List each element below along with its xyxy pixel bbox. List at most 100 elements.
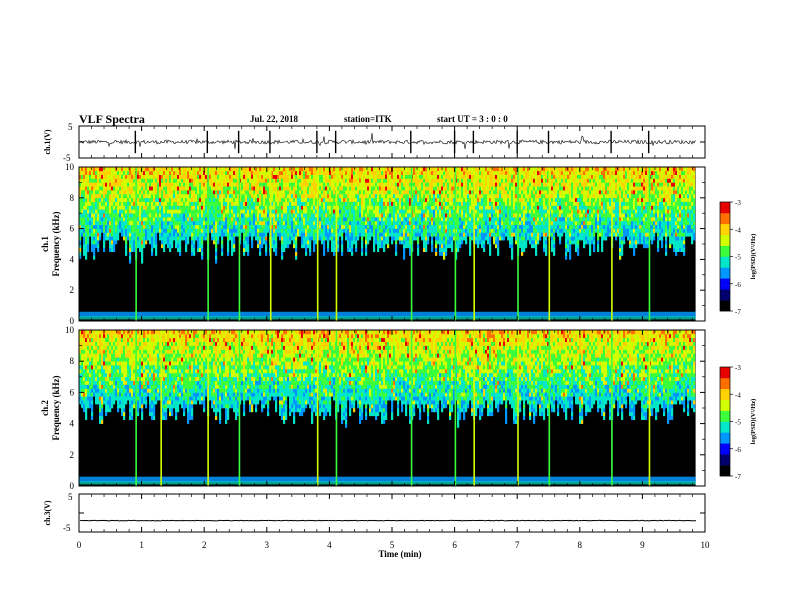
ch1-spec-cell [125,186,128,191]
ch1-spec-cell [371,178,374,183]
ch1-spec-cell [167,182,170,187]
ch1-spec-cell [131,182,134,187]
ch1-spec-cell [353,197,356,202]
ch1-spec-cell [271,167,274,172]
ch1-spec-cell [349,236,352,241]
ch1-spec-cell [391,240,394,245]
ch1-spec-cell [109,220,112,226]
ch1-spec-cell [375,224,378,229]
ch1-spec-cell [245,201,248,206]
ch1-spec-cell [217,167,220,172]
ch1-spec-cell [167,224,170,229]
ch1-spec-cell [295,224,298,229]
ch1-spec-cell [313,197,316,202]
ch1-spec-cell [151,228,154,233]
ch1-spec-cell [393,182,396,187]
ch1-spec-cell [301,170,304,175]
ch1-spec-cell [287,228,290,233]
ch1-spec-cell [387,186,390,191]
ch1-spec-cell [281,167,284,172]
ch1-spec-cell [365,201,368,206]
ch1-spec-cell [159,174,162,179]
ch1-spec-cell [509,224,512,229]
ch1-spec-cell [293,232,296,237]
ch1-spec-cell [361,251,364,256]
ch1-spec-cell [165,224,168,229]
ch1-spec-cell [237,209,240,214]
ch1-spec-cell [459,190,462,195]
ch1-spec-cell [515,197,518,202]
ch1-spec-cell [421,178,424,183]
ch1-spec-cell [147,217,150,222]
ch1-spec-cell [435,174,438,179]
ch1-spec-cell [137,178,140,183]
ch1-spec-cell [203,186,206,191]
ch1-spec-cell [181,197,184,202]
ch1-spec-cell [515,193,518,199]
ch1-spec-cell [267,178,270,183]
ch1-spec-cell [215,205,218,210]
ch1-spec-cell [341,228,344,233]
ch1-spec-cell [543,228,546,233]
ch1-spec-cell [143,178,146,183]
ch1-spec-cell [331,220,334,226]
ch1-spec-cell [219,178,222,183]
ch1-spec-cell [439,205,442,210]
ch1-spec-cell [93,228,96,233]
ch1-spec-cell [91,244,94,249]
ch1-spec-cell [147,209,150,214]
ch1-spec-cell [229,236,232,241]
ch1-spec-cell [87,232,90,237]
ch1-spec-cell [145,167,148,172]
ch1-spec-cell [333,240,336,245]
ch1-spec-cell [121,205,124,210]
ch1-spec-cell [421,213,424,218]
ch1-spec-cell [363,170,366,175]
ch1-spec-cell [481,213,484,218]
ch1-spec-cell [279,170,282,175]
ch1-spec-cell [265,170,268,175]
ch1-spec-cell [141,220,144,226]
ch1-spec-cell [119,205,122,210]
ch1-spec-cell [497,182,500,187]
ch1-spec-cell [401,224,404,229]
ch1-spec-cell [271,201,274,206]
ch1-spec-cell [339,205,342,210]
ch1-spec-cell [167,205,170,210]
ch1-spec-cell [253,182,256,187]
ch1-spec-cell [501,190,504,195]
ch1-spec-cell [513,232,516,237]
ch1-spec-cell [465,213,468,218]
ch1-spec-cell [427,197,430,202]
ch1-spec-cell [101,205,104,210]
ch1-spec-cell [145,205,148,210]
ch1-spec-cell [99,190,102,195]
ch1-spec-cell [149,190,152,195]
ch1-spec-cell [205,209,208,214]
ch1-spec-cell [275,217,278,222]
ch1-spec-cell [281,213,284,218]
ch1-spec-cell [385,197,388,202]
ch1-spec-cell [489,251,492,256]
ch1-spec-cell [469,217,472,222]
ch1-spec-cell [399,170,402,175]
ch1-spec-cell [341,244,344,249]
ch1-spec-cell [347,220,350,226]
ch1-spec-cell [273,186,276,191]
ch1-spec-cell [519,232,522,237]
ch1-spec-cell [313,213,316,218]
ch1-spec-cell [137,244,140,249]
ch1-spec-cell [179,228,182,233]
ch1-spec-cell [197,224,200,229]
ch1-spec-cell [249,205,252,210]
ch1-spec-cell [443,190,446,195]
ch1-spec-cell [321,228,324,233]
ch1-spec-cell [365,244,368,249]
ch1-spec-cell [147,224,150,229]
ch1-spec-cell [387,170,390,175]
ch1-spec-cell [183,224,186,229]
ch1-spec-cell [287,220,290,226]
ch1-spec-cell [437,201,440,206]
ch1-spec-cell [205,174,208,179]
ch1-spec-cell [385,190,388,195]
